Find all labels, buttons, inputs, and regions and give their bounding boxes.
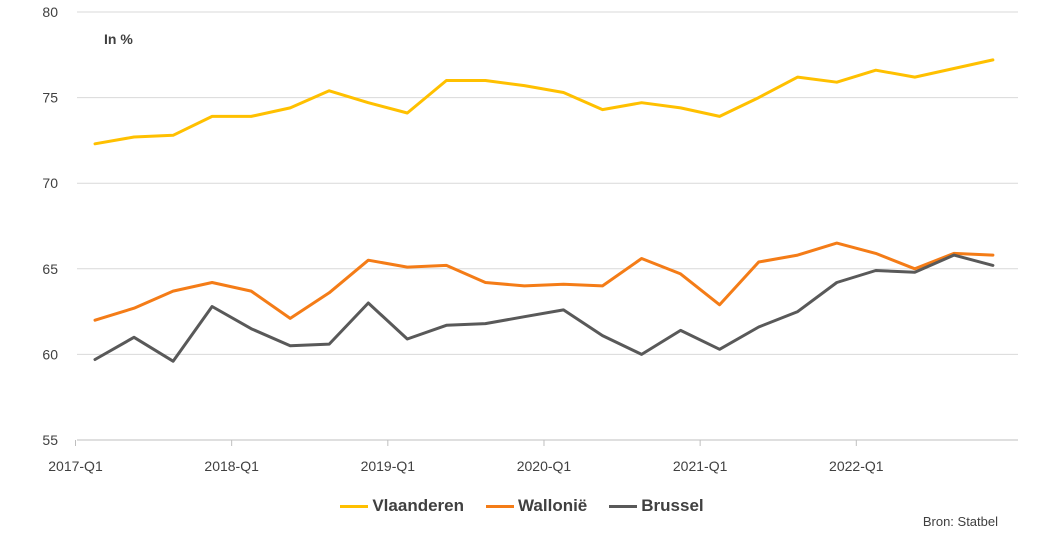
y-tick-label: 70 <box>42 175 58 191</box>
legend-swatch <box>486 504 514 508</box>
series-line-wallonie <box>93 241 995 322</box>
x-tick-label: 2021-Q1 <box>673 458 728 474</box>
x-tick-label: 2019-Q1 <box>361 458 416 474</box>
x-tick-label: 2022-Q1 <box>829 458 884 474</box>
legend-swatch <box>340 504 369 508</box>
y-axis: 55 60 65 70 75 80 <box>42 4 58 448</box>
legend: Vlaanderen Wallonië Brussel <box>0 496 1044 516</box>
legend-label: Brussel <box>641 496 704 515</box>
source-note: Bron: Statbel <box>922 514 998 529</box>
y-tick-label: 75 <box>42 90 58 106</box>
x-tick-label: 2020-Q1 <box>517 458 572 474</box>
y-tick-label: 55 <box>42 432 58 448</box>
x-tick-label: 2017-Q1 <box>48 458 103 474</box>
series-lines <box>93 58 995 363</box>
legend-label: Vlaanderen <box>372 496 464 515</box>
legend-swatch <box>609 504 638 508</box>
y-tick-label: 80 <box>42 4 58 20</box>
series-line-brussel <box>93 253 995 363</box>
x-tick-label: 2018-Q1 <box>204 458 259 474</box>
legend-item-brussel: Brussel <box>609 496 704 516</box>
y-tick-label: 65 <box>42 261 58 277</box>
y-tick-label: 60 <box>42 346 58 362</box>
legend-item-wallonie: Wallonië <box>486 496 587 516</box>
gridlines <box>77 11 1018 355</box>
x-axis: 2017-Q1 2018-Q1 2019-Q1 2020-Q1 2021-Q1 2022-… <box>48 439 1018 474</box>
unit-label: In % <box>104 31 133 47</box>
legend-item-vlaanderen: Vlaanderen <box>340 496 464 516</box>
line-chart: 55 60 65 70 75 80 2017-Q1 2018-Q1 2019-Q1 2020-Q… <box>42 4 1018 474</box>
legend-label: Wallonië <box>518 496 588 515</box>
series-line-vlaanderen <box>93 58 995 146</box>
